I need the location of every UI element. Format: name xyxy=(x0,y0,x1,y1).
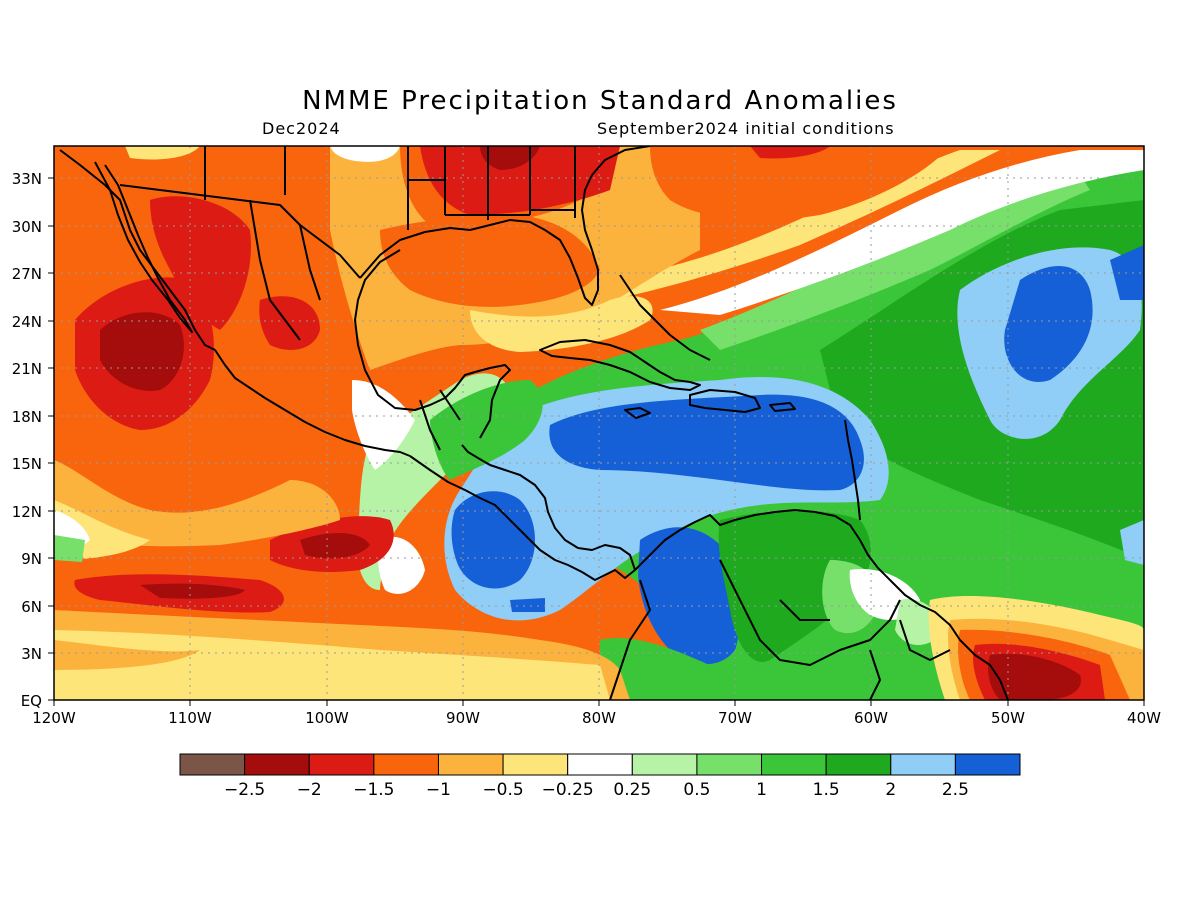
lon-tick-label: 120W xyxy=(32,709,76,727)
target-month-label: Dec2024 xyxy=(262,119,341,138)
lat-tick-label: 33N xyxy=(12,170,42,188)
bahamas xyxy=(619,274,711,361)
latitude-labels: EQ 3N 6N 9N 12N 15N 18N 21N 24N 27N 30N … xyxy=(12,170,42,710)
coastlines xyxy=(59,146,1009,700)
colorbar-swatch xyxy=(308,753,375,776)
colorbar-swatch xyxy=(373,753,439,776)
gulf-coast-us xyxy=(359,146,651,306)
colorbar-tick-label: 0.25 xyxy=(613,780,651,800)
colorbar-tick-label: 1 xyxy=(756,780,767,800)
lon-tick-label: 50W xyxy=(991,709,1025,727)
colorbar-tick-label: 0.5 xyxy=(683,780,710,800)
colorbar-swatch xyxy=(437,753,504,776)
lesser-antilles xyxy=(844,419,861,521)
colorbar-tick-label: 2 xyxy=(885,780,896,800)
colorbar-swatch xyxy=(244,753,310,776)
colorbar-swatch xyxy=(696,753,763,776)
mexico-pacific-coast xyxy=(59,149,411,457)
lat-tick-label: 9N xyxy=(21,550,42,568)
lon-tick-label: 80W xyxy=(582,709,616,727)
lon-tick-label: 40W xyxy=(1127,709,1161,727)
lat-tick-label: 18N xyxy=(12,408,42,426)
colorbar-swatch xyxy=(954,753,1021,776)
colorbar xyxy=(179,753,1021,776)
cuba xyxy=(539,339,701,391)
colorbar-swatch xyxy=(761,753,827,776)
colorbar-swatch xyxy=(631,753,698,776)
colorbar-swatch xyxy=(567,753,633,776)
lat-tick-label: 24N xyxy=(12,313,42,331)
south-america-north-coast xyxy=(634,509,1009,700)
lon-tick-label: 70W xyxy=(718,709,752,727)
lat-tick-label: 12N xyxy=(12,503,42,521)
lon-tick-label: 110W xyxy=(168,709,212,727)
lat-tick-label: 15N xyxy=(12,455,42,473)
colorbar-swatch xyxy=(825,753,892,776)
map-gridlines xyxy=(54,146,1144,700)
anomaly-field xyxy=(54,146,1144,700)
mexico-state-lines xyxy=(249,199,461,451)
mexico-gulf-coast xyxy=(354,249,511,439)
colorbar-tick-label: 2.5 xyxy=(942,780,969,800)
us-state-lines xyxy=(204,146,576,230)
colorbar-tick-label: −0.25 xyxy=(542,780,594,800)
initial-conditions-label: September2024 initial conditions xyxy=(597,119,895,138)
lat-tick-label: 6N xyxy=(21,598,42,616)
jamaica xyxy=(624,407,651,419)
lon-tick-label: 100W xyxy=(305,709,349,727)
colorbar-tick-label: −2 xyxy=(297,780,322,800)
longitude-labels: 120W 110W 100W 90W 80W 70W 60W 50W 40W xyxy=(32,709,1161,727)
colorbar-labels: −2.5 −2 −1.5 −1 −0.5 −0.25 0.25 0.5 1 1.5 2 2.5 xyxy=(224,780,969,800)
lat-tick-label: EQ xyxy=(21,692,42,710)
map-title: NMME Precipitation Standard Anomalies xyxy=(302,86,898,116)
hispaniola xyxy=(689,389,761,413)
colorbar-swatch xyxy=(890,753,956,776)
lon-tick-label: 60W xyxy=(854,709,888,727)
colorbar-swatch xyxy=(502,753,569,776)
baja-california xyxy=(94,161,193,333)
puerto-rico xyxy=(769,402,796,412)
lat-tick-label: 21N xyxy=(12,360,42,378)
colorbar-tick-label: −1 xyxy=(426,780,451,800)
colorbar-swatch xyxy=(179,753,246,776)
lon-tick-label: 90W xyxy=(446,709,480,727)
south-america-interior-borders xyxy=(609,559,951,700)
lat-tick-label: 30N xyxy=(12,218,42,236)
axis-ticks xyxy=(48,177,1145,706)
lat-tick-label: 27N xyxy=(12,265,42,283)
lat-tick-label: 3N xyxy=(21,645,42,663)
us-mexico-border xyxy=(119,184,361,279)
colorbar-tick-label: −1.5 xyxy=(353,780,394,800)
colorbar-tick-label: 1.5 xyxy=(813,780,840,800)
colorbar-tick-label: −2.5 xyxy=(224,780,265,800)
colorbar-tick-label: −0.5 xyxy=(482,780,523,800)
